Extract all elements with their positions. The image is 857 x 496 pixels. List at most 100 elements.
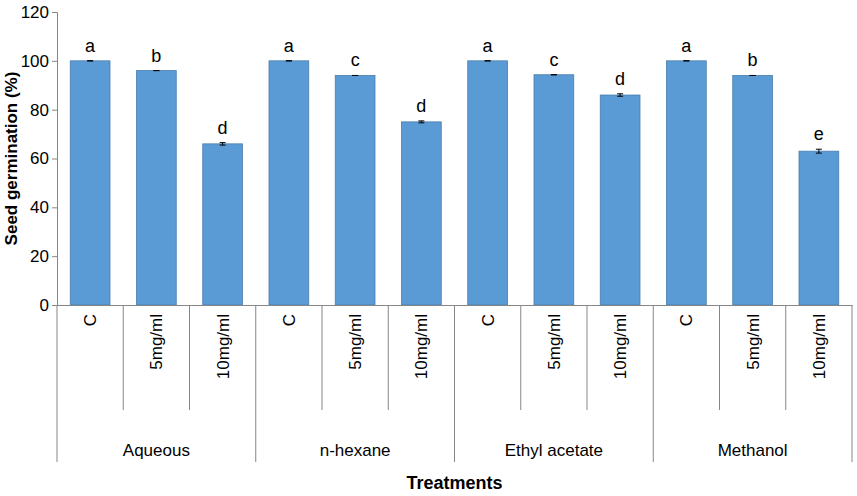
x-tick-label: C: [280, 314, 299, 326]
error-bar: [683, 60, 689, 61]
bar: [269, 61, 309, 305]
x-tick-label: C: [81, 314, 100, 326]
annotation: d: [416, 96, 426, 116]
separator: [785, 305, 786, 410]
y-tick-mark: [52, 12, 57, 13]
bar: [534, 75, 574, 305]
annotation: b: [748, 50, 758, 70]
x-tick-label: 10mg/ml: [412, 314, 431, 379]
error-bar-line: [551, 74, 557, 75]
error-bar-line: [87, 60, 93, 61]
annotation: c: [549, 50, 558, 70]
x-axis-title: Treatments: [406, 473, 502, 493]
y-tick-label: 80: [30, 101, 49, 120]
error-bar-line: [153, 70, 159, 71]
error-bar-line: [286, 60, 292, 61]
annotation: a: [284, 36, 295, 56]
y-axis-title: Seed germination (%): [2, 72, 21, 246]
annotation: a: [483, 36, 494, 56]
x-tick-label: 10mg/ml: [214, 314, 233, 379]
error-bar-line: [220, 145, 226, 146]
error-bar-line: [418, 122, 424, 123]
separator: [123, 305, 124, 410]
bar: [137, 71, 177, 305]
error-bar: [153, 70, 159, 71]
error-bar: [816, 149, 822, 153]
y-tick-mark: [52, 61, 57, 62]
error-bar-line: [683, 60, 689, 61]
bar: [402, 122, 442, 305]
separator: [255, 305, 256, 462]
x-tick: C: [280, 305, 299, 326]
annotation: d: [218, 118, 228, 138]
error-bar: [551, 74, 557, 75]
bar: [70, 61, 110, 305]
error-bar-line: [153, 70, 159, 71]
x-tick: 5mg/ml: [545, 305, 564, 370]
group-label: Ethyl acetate: [505, 441, 603, 460]
x-tick-label: 10mg/ml: [810, 314, 829, 379]
y-axis: 020406080100120: [21, 3, 58, 315]
y-tick-label: 20: [30, 247, 49, 266]
error-bar-line: [750, 75, 756, 76]
bar: [335, 75, 375, 305]
annotations: abdacdacdabe: [85, 36, 824, 144]
x-tick-label: 10mg/ml: [611, 314, 630, 379]
error-bar-line: [816, 153, 822, 154]
x-tick: C: [81, 305, 100, 326]
error-bar-line: [87, 60, 93, 61]
y-tick-label: 0: [40, 296, 49, 315]
separator: [454, 305, 455, 462]
bar: [468, 61, 508, 305]
y-tick-mark: [52, 305, 57, 306]
error-bar: [286, 60, 292, 61]
x-tick: 5mg/ml: [744, 305, 763, 370]
annotation: a: [681, 36, 692, 56]
group-labels: Aqueousn-hexaneEthyl acetateMethanol: [123, 441, 788, 460]
group-label: Aqueous: [123, 441, 190, 460]
bar: [667, 61, 707, 305]
x-tick: C: [479, 305, 498, 326]
x-tick: 5mg/ml: [147, 305, 166, 370]
x-tick: 10mg/ml: [611, 305, 630, 379]
error-bar-line: [816, 149, 822, 150]
chart: abdacdacdabe020406080100120C5mg/ml10mg/m…: [0, 0, 857, 496]
y-tick: 60: [30, 149, 57, 168]
separator: [719, 305, 720, 410]
y-tick: 20: [30, 247, 57, 266]
bars: [70, 61, 839, 305]
x-tick-label: 5mg/ml: [147, 314, 166, 370]
y-tick: 120: [21, 3, 57, 22]
separator: [587, 305, 588, 410]
error-bar-line: [617, 93, 623, 94]
error-bar: [220, 143, 226, 145]
bar: [733, 75, 773, 305]
bar: [203, 144, 243, 305]
y-tick: 40: [30, 198, 57, 217]
error-bar-line: [485, 60, 491, 61]
error-bar: [485, 60, 491, 61]
x-tick-label: C: [677, 314, 696, 326]
error-bar: [617, 94, 623, 96]
separator: [322, 305, 323, 410]
error-bar: [87, 60, 93, 61]
y-tick: 80: [30, 101, 57, 120]
bar: [799, 151, 839, 305]
error-bar-line: [551, 74, 557, 75]
error-bar-line: [286, 60, 292, 61]
x-tick-label: 5mg/ml: [346, 314, 365, 370]
annotation: d: [615, 69, 625, 89]
error-bar: [750, 75, 756, 76]
separator: [388, 305, 389, 410]
error-bar-line: [617, 96, 623, 97]
error-bar-line: [352, 75, 358, 76]
error-bar: [352, 75, 358, 76]
error-bar-line: [485, 60, 491, 61]
x-tick: C: [677, 305, 696, 326]
y-tick-label: 60: [30, 149, 49, 168]
x-tick: 5mg/ml: [346, 305, 365, 370]
y-tick-label: 120: [21, 3, 49, 22]
separator: [189, 305, 190, 410]
y-tick-mark: [52, 110, 57, 111]
error-bar: [418, 121, 424, 123]
